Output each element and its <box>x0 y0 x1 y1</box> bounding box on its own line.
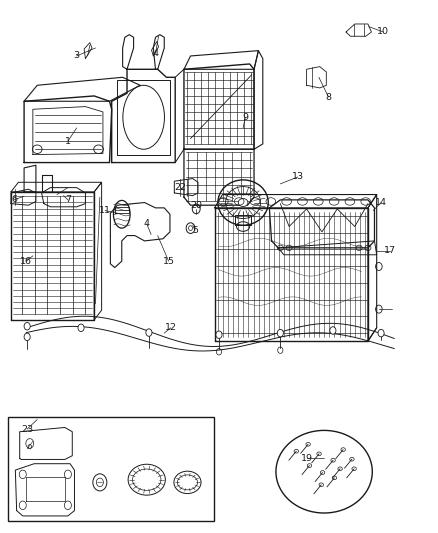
Text: 10: 10 <box>377 28 389 36</box>
Ellipse shape <box>216 331 222 338</box>
Text: 20: 20 <box>190 201 202 209</box>
Text: 13: 13 <box>292 173 304 181</box>
Text: 22: 22 <box>174 183 187 192</box>
Text: 1: 1 <box>65 137 71 146</box>
Ellipse shape <box>146 329 152 336</box>
Text: 8: 8 <box>325 93 332 101</box>
Text: 16: 16 <box>20 257 32 265</box>
Text: 14: 14 <box>375 198 387 207</box>
Text: 5: 5 <box>192 226 198 235</box>
Text: 17: 17 <box>384 246 396 255</box>
Text: 3: 3 <box>74 52 80 60</box>
Text: 6: 6 <box>11 196 17 204</box>
Ellipse shape <box>24 322 30 330</box>
Text: 4: 4 <box>152 49 159 58</box>
Text: 15: 15 <box>162 257 175 265</box>
Text: 19: 19 <box>300 454 313 463</box>
Text: 11: 11 <box>99 206 111 215</box>
Ellipse shape <box>378 329 384 337</box>
Ellipse shape <box>24 333 30 341</box>
Ellipse shape <box>277 329 283 337</box>
Text: 12: 12 <box>165 324 177 332</box>
Ellipse shape <box>238 199 248 207</box>
Text: 7: 7 <box>65 196 71 204</box>
Text: 4: 4 <box>144 220 150 228</box>
Text: 9: 9 <box>242 113 248 122</box>
Ellipse shape <box>330 327 336 334</box>
Ellipse shape <box>78 324 84 332</box>
Text: 23: 23 <box>21 425 33 433</box>
Bar <box>8 417 214 521</box>
